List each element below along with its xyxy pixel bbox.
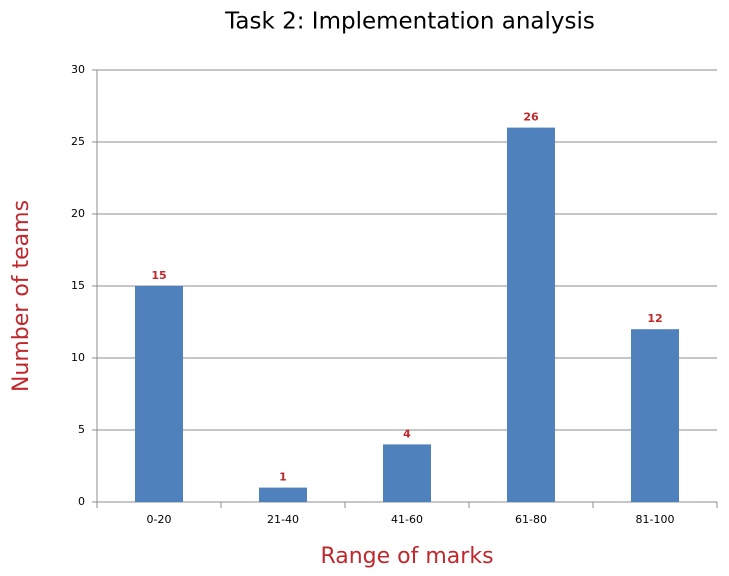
y-tick-label: 20 [71,207,85,220]
x-tick-label: 41-60 [391,513,423,526]
data-label: 15 [151,269,166,282]
x-tick-label: 61-80 [515,513,547,526]
x-tick-label: 0-20 [147,513,172,526]
y-axis-label: Number of teams [9,200,34,392]
x-tick-label: 21-40 [267,513,299,526]
data-label: 26 [523,111,539,124]
y-tick-label: 25 [71,135,85,148]
bar [259,487,307,502]
y-tick-label: 30 [71,63,85,76]
bar [631,329,679,502]
data-label: 4 [403,427,411,440]
x-tick-label: 81-100 [636,513,675,526]
data-label: 1 [279,471,287,484]
chart-title: Task 2: Implementation analysis [224,9,595,35]
y-tick-label: 10 [71,351,85,364]
y-tick-label: 0 [78,495,85,508]
data-label: 12 [647,312,662,325]
y-tick-label: 5 [78,423,85,436]
y-tick-label: 15 [71,279,85,292]
bar [135,286,183,502]
bar [383,444,431,502]
bar [507,127,555,502]
x-axis-label: Range of marks [320,544,493,569]
